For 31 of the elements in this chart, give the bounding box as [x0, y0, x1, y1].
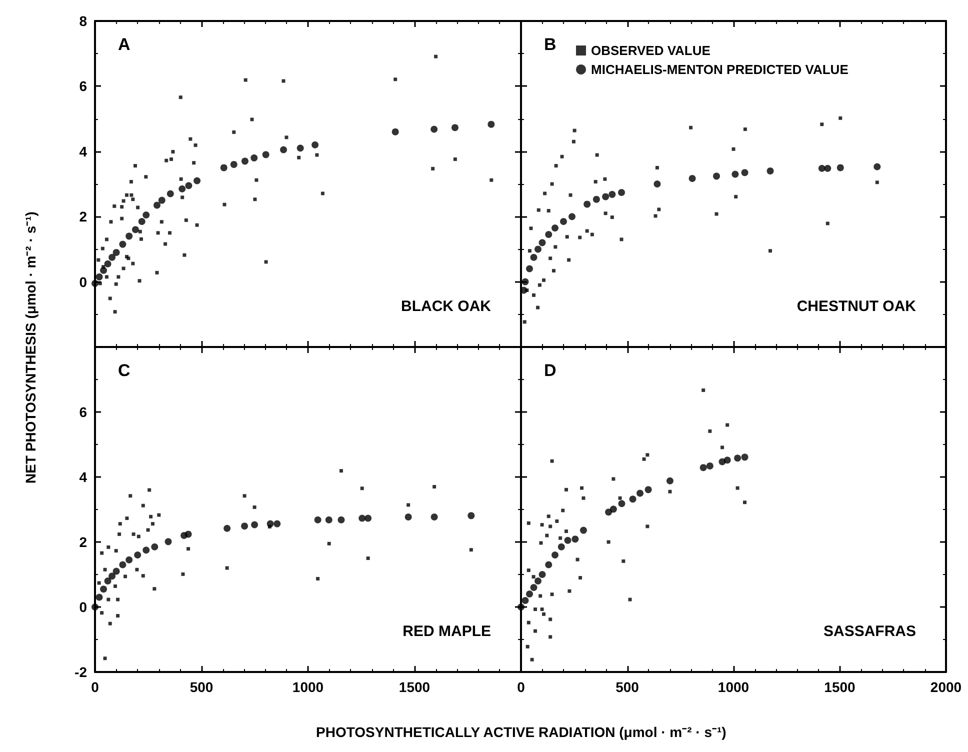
x-tick-label: 500	[190, 679, 214, 695]
legend-label: OBSERVED VALUE	[591, 43, 711, 58]
y-axis-title: NET PHOTOSYNTHESIS (μmol · m⁻² · s⁻¹)	[21, 212, 40, 484]
text: D	[544, 361, 556, 380]
x-tick-label: 1000	[292, 679, 324, 695]
annotation: RED MAPLE	[402, 623, 492, 640]
annotation: BLACK OAK	[401, 298, 492, 315]
x-tick-label: 2000	[930, 679, 962, 695]
y-tick-label: -2	[74, 664, 88, 680]
x-tick-label: 0	[91, 679, 100, 695]
x-axis-title: PHOTOSYNTHETICALLY ACTIVE RADIATION (μmol · m⁻² · s⁻¹)	[316, 723, 726, 741]
x-tick-label: 1500	[824, 679, 856, 695]
text: C	[118, 361, 130, 380]
text: B	[544, 35, 556, 54]
y-tick-label: 2	[79, 208, 88, 225]
y-tick-label: 0	[79, 599, 88, 615]
y-tick-label: 8	[79, 13, 88, 29]
annotation: SASSAFRAS	[823, 623, 916, 640]
x-tick-label: 1500	[398, 679, 430, 695]
y-tick-label: 2	[79, 534, 88, 550]
text: A	[118, 35, 130, 54]
y-tick-label: 0	[79, 274, 88, 290]
y-tick-label: 6	[79, 78, 88, 94]
y-tick-label: 4	[79, 143, 88, 160]
annotation: CHESTNUT OAK	[796, 298, 916, 315]
x-tick-label: 1000	[718, 679, 750, 695]
x-tick-label: 0	[517, 679, 526, 695]
y-tick-label: 4	[79, 469, 88, 485]
y-tick-label: 6	[79, 404, 88, 420]
x-tick-label: 500	[616, 679, 640, 695]
legend-label: MICHAELIS-MENTON PREDICTED VALUE	[591, 62, 849, 77]
